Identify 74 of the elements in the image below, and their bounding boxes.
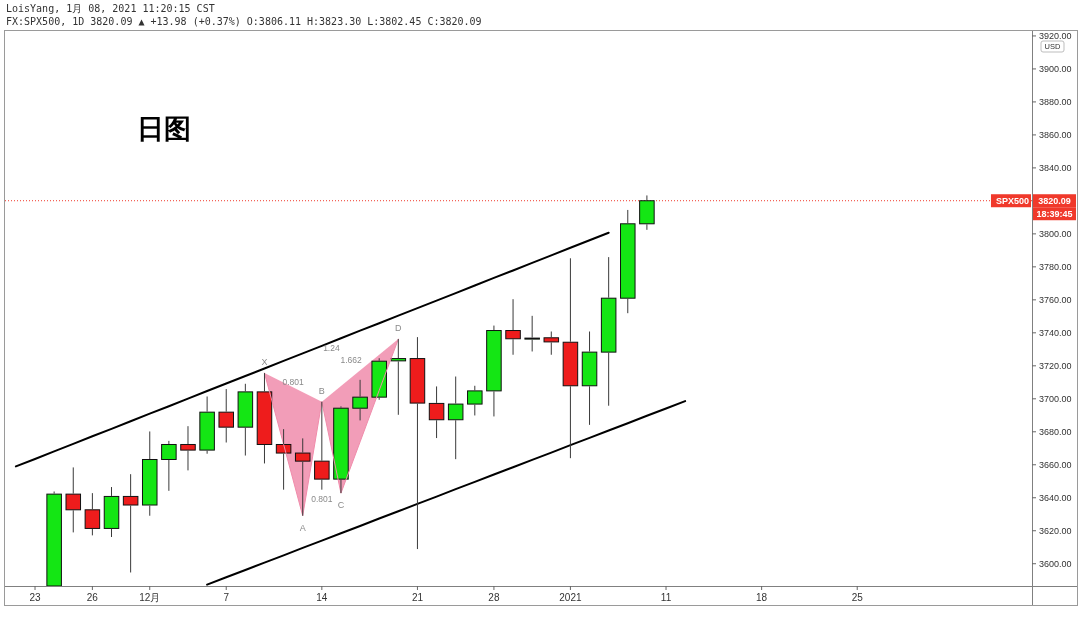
- text: 3820.09: [1038, 195, 1071, 206]
- y-tick-label: 3740.00: [1039, 327, 1072, 338]
- y-tick-label: 3620.00: [1039, 525, 1072, 536]
- candlestick: [486, 325, 502, 417]
- y-tick-label: 3720.00: [1039, 360, 1072, 371]
- candlestick: [237, 383, 254, 457]
- text: LoisYang, 1月 08, 2021 11:20:15 CST: [6, 2, 215, 14]
- candlestick: [428, 385, 445, 439]
- candlestick: [505, 298, 521, 356]
- candlestick: [103, 486, 120, 538]
- annotation: 0.801: [282, 377, 305, 388]
- candlestick: [581, 331, 598, 426]
- annotation: 1.662: [340, 355, 362, 366]
- x-tick-label: 21: [411, 591, 424, 603]
- candlestick: [600, 256, 617, 407]
- candlestick: [620, 209, 636, 314]
- candlestick: [294, 437, 311, 517]
- candlestick: [447, 376, 464, 460]
- data-label: B: [318, 385, 325, 396]
- candlestick: [275, 428, 292, 491]
- y-tick-label: 3800.00: [1039, 228, 1072, 239]
- x-tick-label: 18: [756, 591, 768, 603]
- y-tick-label: 3900.00: [1039, 63, 1072, 74]
- candlestick: [467, 385, 483, 416]
- candlestick: [314, 401, 330, 491]
- candlestick: [524, 315, 540, 352]
- data-label: X: [261, 357, 268, 368]
- x-tick-label: 12月: [139, 591, 161, 603]
- annotation: 1.24: [323, 343, 340, 354]
- x-tick-label: 11: [660, 591, 672, 603]
- text: 18:39:45: [1036, 208, 1073, 219]
- text: FX:SPX500, 1D 3820.09 ▲ +13.98 (+0.37%) O:3806.11 H:3823.30 L:3802.45 C:3820.09: [6, 15, 482, 27]
- data-label: C: [337, 500, 345, 511]
- x-tick-label: 14: [316, 591, 328, 603]
- y-tick-label: 3860.00: [1039, 129, 1072, 140]
- candlestick: [352, 379, 368, 421]
- y-tick-label: 3920.00: [1039, 30, 1072, 41]
- text: 日图: [137, 112, 191, 144]
- x-tick-label: 23: [29, 591, 42, 603]
- candlestick: [256, 372, 273, 464]
- candlestick: [199, 395, 215, 455]
- candlestick: [390, 338, 407, 416]
- annotation: 0.801: [311, 494, 333, 505]
- ref-line-label: SPX500: [995, 195, 1029, 206]
- y-tick-label: 3600.00: [1039, 558, 1072, 569]
- y-tick-label: 3760.00: [1039, 294, 1072, 305]
- candlestick: [84, 492, 101, 536]
- x-tick-label: 28: [488, 591, 500, 603]
- candlestick: [65, 466, 82, 533]
- y-tick-label: 3660.00: [1039, 459, 1072, 470]
- y-tick-label: 3780.00: [1039, 261, 1072, 272]
- candlestick: [409, 336, 426, 550]
- candlestick: [161, 440, 177, 492]
- data-label: A: [299, 522, 306, 533]
- y-tick-label: 3880.00: [1039, 96, 1072, 107]
- candlestick: [218, 388, 234, 444]
- candlestick: [46, 490, 62, 586]
- y-tick-label: 3640.00: [1039, 492, 1072, 503]
- candlestick: [180, 425, 196, 471]
- x-tick-label: 25: [851, 591, 864, 603]
- candlestick: [141, 430, 158, 517]
- candlestick: [562, 257, 579, 459]
- candlestick: [639, 194, 655, 231]
- x-tick-label: 7: [223, 591, 230, 603]
- y-tick-label: 3700.00: [1039, 393, 1072, 404]
- candlestick: [543, 331, 560, 356]
- candlestick: [371, 357, 387, 401]
- x-tick-label: 26: [86, 591, 99, 603]
- x-tick-label: 2021: [559, 591, 582, 603]
- candlestick: [122, 473, 139, 573]
- y-tick-label: 3680.00: [1039, 426, 1072, 437]
- candlestick: [333, 407, 349, 494]
- data-label: D: [395, 323, 403, 334]
- y-tick-label: 3840.00: [1039, 162, 1072, 173]
